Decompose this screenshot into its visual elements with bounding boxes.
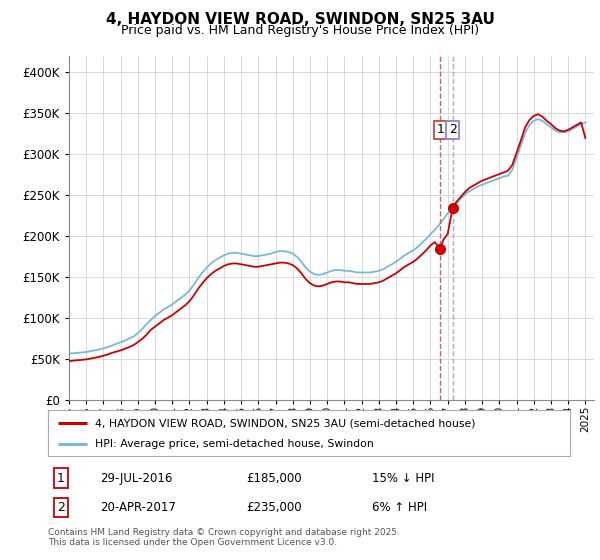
Text: 6% ↑ HPI: 6% ↑ HPI — [371, 501, 427, 514]
Text: Contains HM Land Registry data © Crown copyright and database right 2025.
This d: Contains HM Land Registry data © Crown c… — [48, 528, 400, 547]
Text: 29-JUL-2016: 29-JUL-2016 — [100, 472, 173, 484]
Text: 1: 1 — [57, 472, 65, 484]
Text: 4, HAYDON VIEW ROAD, SWINDON, SN25 3AU: 4, HAYDON VIEW ROAD, SWINDON, SN25 3AU — [106, 12, 494, 27]
Text: 1: 1 — [436, 123, 444, 136]
Text: HPI: Average price, semi-detached house, Swindon: HPI: Average price, semi-detached house,… — [95, 439, 374, 449]
Text: 15% ↓ HPI: 15% ↓ HPI — [371, 472, 434, 484]
Text: 2: 2 — [449, 123, 457, 136]
Text: 4, HAYDON VIEW ROAD, SWINDON, SN25 3AU (semi-detached house): 4, HAYDON VIEW ROAD, SWINDON, SN25 3AU (… — [95, 418, 475, 428]
Text: £185,000: £185,000 — [247, 472, 302, 484]
Text: Price paid vs. HM Land Registry's House Price Index (HPI): Price paid vs. HM Land Registry's House … — [121, 24, 479, 37]
Text: 20-APR-2017: 20-APR-2017 — [100, 501, 176, 514]
Text: £235,000: £235,000 — [247, 501, 302, 514]
Text: 2: 2 — [57, 501, 65, 514]
